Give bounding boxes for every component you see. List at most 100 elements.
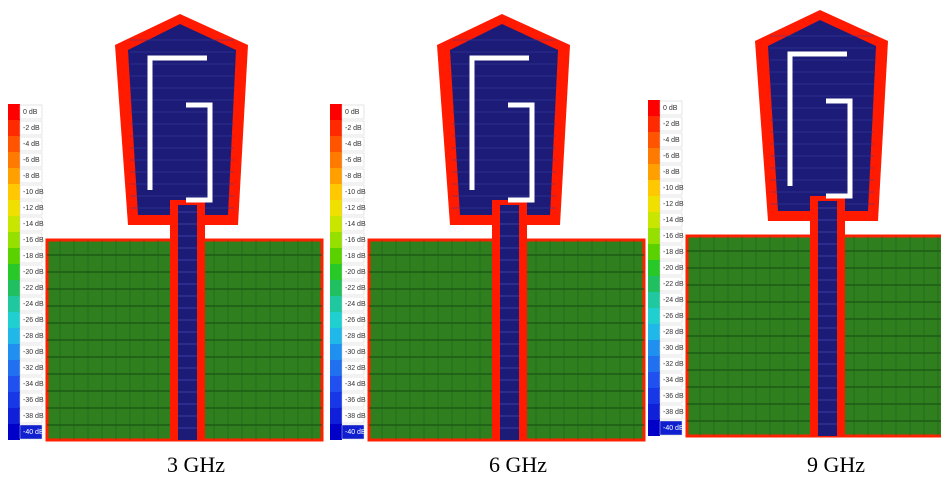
legend-label: -20 dB [663,265,684,272]
legend-label: -8 dB [663,169,680,176]
legend-swatch [648,148,660,164]
legend-label: -28 dB [23,333,44,340]
legend-swatch [648,276,660,292]
legend-swatch [8,344,20,360]
legend-label: -40 dB [663,425,684,432]
legend-swatch [648,228,660,244]
legend-swatch [330,152,342,168]
legend-swatch [330,248,342,264]
legend-label: -20 dB [23,269,44,276]
legend-swatch [330,168,342,184]
legend-label: -4 dB [663,137,680,144]
legend-swatch [330,392,342,408]
legend-swatch [648,356,660,372]
legend-swatch [8,408,20,424]
legend-swatch [648,404,660,420]
legend-swatch [330,408,342,424]
patch-inner [450,24,558,215]
legend-swatch [648,292,660,308]
legend-label: -20 dB [345,269,366,276]
legend-label: -36 dB [345,397,366,404]
legend-label: -14 dB [23,221,44,228]
feed-inner [818,201,837,436]
legend-swatch [8,248,20,264]
legend-label: -38 dB [345,413,366,420]
legend-label: -2 dB [663,121,680,128]
legend-label: -18 dB [23,253,44,260]
legend-label: -36 dB [663,393,684,400]
legend-swatch [8,296,20,312]
legend-label: -38 dB [23,413,44,420]
legend-label: -28 dB [345,333,366,340]
legend-label: -18 dB [345,253,366,260]
caption: 6 GHz [489,452,547,477]
panel: 0 dB-2 dB-4 dB-6 dB-8 dB-10 dB-12 dB-14 … [648,10,941,477]
legend-swatch [648,388,660,404]
legend-swatch [330,344,342,360]
legend-swatch [8,104,20,120]
legend-label: -40 dB [23,429,44,436]
legend-label: -26 dB [23,317,44,324]
legend-label: 0 dB [663,105,678,112]
legend-label: -4 dB [23,141,40,148]
legend-swatch [330,424,342,440]
legend-swatch [648,260,660,276]
legend-swatch [8,200,20,216]
legend-swatch [330,376,342,392]
legend-label: -6 dB [345,157,362,164]
legend-label: 0 dB [23,109,38,116]
legend-label: -12 dB [663,201,684,208]
legend-swatch [8,152,20,168]
legend-swatch [330,280,342,296]
legend-label: -16 dB [23,237,44,244]
legend-swatch [8,376,20,392]
legend-label: -22 dB [23,285,44,292]
legend-swatch [330,264,342,280]
legend-swatch [330,328,342,344]
legend-swatch [8,136,20,152]
legend-swatch [648,164,660,180]
legend-swatch [8,216,20,232]
legend-label: -10 dB [345,189,366,196]
legend-label: -32 dB [23,365,44,372]
legend-label: -2 dB [345,125,362,132]
legend-label: -34 dB [663,377,684,384]
legend-swatch [648,372,660,388]
legend-swatch [330,184,342,200]
legend-label: -2 dB [23,125,40,132]
legend-label: -10 dB [23,189,44,196]
legend-label: -26 dB [345,317,366,324]
legend-swatch [330,312,342,328]
legend-label: -32 dB [345,365,366,372]
patch-inner [768,20,876,211]
panel: 0 dB-2 dB-4 dB-6 dB-8 dB-10 dB-12 dB-14 … [330,14,644,477]
legend-label: -16 dB [663,233,684,240]
legend-label: -16 dB [345,237,366,244]
legend-label: -12 dB [23,205,44,212]
legend-swatch [648,324,660,340]
legend-swatch [8,360,20,376]
legend-swatch [8,312,20,328]
legend-swatch [330,200,342,216]
legend-label: -10 dB [663,185,684,192]
legend-swatch [330,360,342,376]
caption: 9 GHz [807,452,865,477]
legend-swatch [330,216,342,232]
legend-swatch [648,212,660,228]
legend-swatch [330,104,342,120]
feed-inner [178,205,197,440]
legend-swatch [330,296,342,312]
legend-label: -18 dB [663,249,684,256]
legend-label: -30 dB [23,349,44,356]
legend-label: -22 dB [345,285,366,292]
legend-swatch [8,168,20,184]
legend-label: -40 dB [345,429,366,436]
legend-label: -32 dB [663,361,684,368]
legend-swatch [8,232,20,248]
figure: 0 dB -2 dB -4 dB -6 dB -8 dB -10 dB -12 dB -14 … [0,0,941,478]
legend-label: -8 dB [23,173,40,180]
legend-swatch [648,244,660,260]
legend-swatch [648,116,660,132]
legend-swatch [648,100,660,116]
legend-swatch [648,196,660,212]
